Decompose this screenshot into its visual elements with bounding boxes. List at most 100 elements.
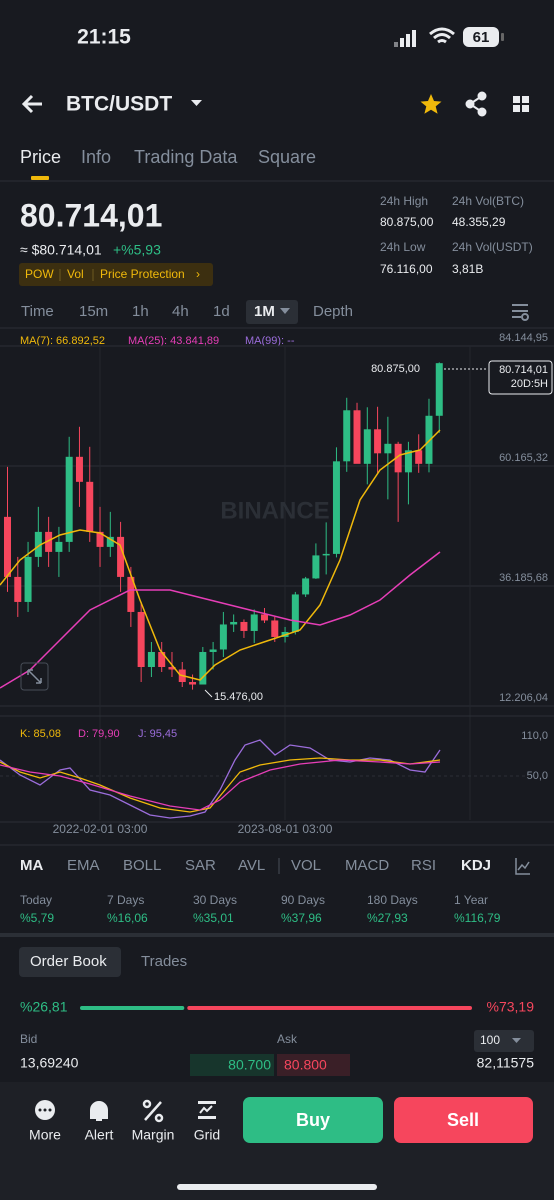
candle-body	[332, 461, 340, 554]
candle-body	[96, 531, 104, 547]
period-change: %35,01	[193, 911, 234, 925]
y-tick-label: 60.165,32	[499, 452, 548, 464]
indicator-settings[interactable]	[515, 858, 530, 875]
buy-button[interactable]	[243, 1097, 383, 1143]
signal-icon	[394, 30, 416, 47]
candle-body	[137, 611, 145, 667]
tag[interactable]: POW	[25, 267, 54, 281]
bid-ratio-bar	[80, 1006, 185, 1010]
timeframe[interactable]: Depth	[313, 303, 353, 320]
battery-level: 61	[473, 29, 490, 46]
candle-body	[404, 450, 412, 473]
tab-price[interactable]: Price	[20, 147, 61, 167]
candle-body	[86, 481, 94, 532]
tag[interactable]: Price Protection	[100, 267, 185, 281]
orderbook-tab[interactable]: Order Book	[30, 953, 107, 970]
buy-label[interactable]: Buy	[296, 1110, 330, 1130]
timeframe-dropdown[interactable]	[280, 308, 290, 314]
last-price-box	[488, 360, 553, 395]
timeframe[interactable]: 15m	[79, 303, 108, 320]
wifi-icon	[429, 27, 455, 44]
grid-icon[interactable]	[513, 96, 529, 112]
fiat-price: ≈ $80.714,01	[20, 242, 102, 258]
sell-button[interactable]	[394, 1097, 533, 1143]
pair-dropdown[interactable]	[191, 100, 202, 106]
date-label: 2023-08-01 03:00	[238, 822, 333, 836]
tab-square[interactable]: Square	[258, 147, 316, 167]
depth-select[interactable]	[474, 1030, 534, 1052]
timeframe[interactable]: 1d	[213, 303, 230, 320]
indicator[interactable]: EMA	[67, 857, 100, 874]
ask-ratio: %73,19	[487, 999, 535, 1015]
sell-label[interactable]: Sell	[447, 1110, 479, 1130]
chart-settings-icon[interactable]	[512, 304, 529, 321]
depth-dropdown	[512, 1038, 521, 1043]
candle-body	[117, 536, 125, 577]
ratio-bar	[80, 1006, 472, 1010]
stat-label: 24h Low	[380, 240, 426, 254]
pair-title[interactable]: BTC/USDT	[66, 93, 172, 116]
candle-body	[219, 624, 227, 650]
timeframe[interactable]: Time	[21, 303, 54, 320]
stat-label: 24h High	[380, 194, 428, 208]
timeframe[interactable]: 1h	[132, 303, 149, 320]
grid-bot-icon[interactable]	[198, 1101, 216, 1119]
alert-icon[interactable]	[90, 1101, 108, 1121]
last-price-tag: 80.714,01	[499, 364, 548, 376]
period-label: 90 Days	[281, 893, 325, 907]
more-icon[interactable]	[35, 1100, 55, 1120]
tag[interactable]: Vol	[67, 267, 84, 281]
indicator[interactable]: AVL	[238, 857, 265, 874]
candle-body	[261, 614, 268, 621]
fullscreen-button[interactable]	[20, 662, 49, 691]
timeframe[interactable]: 4h	[172, 303, 189, 320]
candle-body	[168, 666, 176, 670]
performance-row: Today %5,79 7 Days %16,06 30 Days %35,01 90 Da…	[20, 893, 501, 925]
timeframe-active[interactable]: 1M	[254, 303, 275, 320]
price-change: +%5,93	[113, 242, 161, 258]
bid-ratio: %26,81	[20, 999, 68, 1015]
ma7-line	[0, 429, 441, 681]
candle-body	[127, 576, 135, 612]
tag-chevron: ›	[196, 267, 200, 281]
nav-label[interactable]: Grid	[194, 1127, 220, 1143]
candle-body	[209, 649, 217, 652]
indicator[interactable]: VOL	[291, 857, 321, 874]
stat-label: 24h Vol(BTC)	[452, 194, 524, 208]
share-icon[interactable]	[465, 91, 487, 117]
indicator-active[interactable]: MA	[20, 857, 43, 874]
back-button[interactable]	[21, 94, 42, 114]
nav-label[interactable]: Alert	[85, 1127, 114, 1143]
nav-label[interactable]: More	[29, 1127, 61, 1143]
tab-trading-data[interactable]: Trading Data	[134, 147, 238, 167]
ask-price: 80.800	[284, 1057, 327, 1073]
ask-qty: 82,11575	[477, 1055, 535, 1071]
indicator[interactable]: RSI	[411, 857, 436, 874]
trades-tab[interactable]: Trades	[141, 953, 187, 970]
indicator[interactable]: MACD	[345, 857, 389, 874]
margin-icon[interactable]	[142, 1099, 164, 1123]
favorite-star[interactable]	[420, 94, 442, 114]
candle-body	[415, 450, 423, 464]
k-legend: K: 85,08	[20, 728, 61, 740]
tab-info[interactable]: Info	[81, 147, 111, 167]
candle-body	[322, 553, 330, 556]
stat-value: 48.355,29	[452, 215, 506, 229]
high-label: 80.875,00	[371, 363, 420, 375]
date-label: 2022-02-01 03:00	[53, 822, 148, 836]
indicator-active[interactable]: KDJ	[461, 857, 491, 874]
indicator[interactable]: BOLL	[123, 857, 161, 874]
candle-body	[65, 456, 73, 542]
tab-indicator	[31, 176, 49, 180]
d-legend: D: 79,90	[78, 728, 120, 740]
candle-body	[312, 555, 320, 579]
indicator[interactable]: SAR	[185, 857, 216, 874]
candle-body	[147, 651, 155, 667]
candle-body	[34, 531, 42, 557]
nav-label[interactable]: Margin	[132, 1127, 175, 1143]
candle-body	[189, 682, 197, 685]
stat-value: 3,81B	[452, 262, 483, 276]
kdj-axis-label: 110,0	[521, 730, 548, 742]
